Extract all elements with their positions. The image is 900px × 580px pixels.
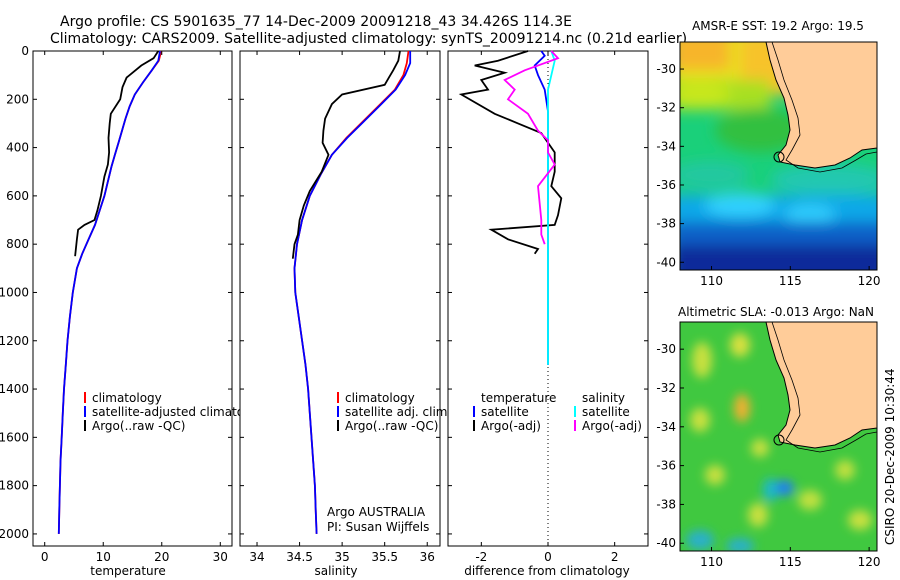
sst-map-panel: AMSR-E SST: 19.2 Argo: 19.5 xyxy=(656,19,880,288)
temperature-y-tick-label: 200 xyxy=(6,92,29,106)
legend-label-temp-argo: Argo(-adj) xyxy=(481,419,541,433)
legend-label-climatology: climatology xyxy=(345,391,415,405)
temperature-axes-box xyxy=(32,50,233,547)
argo-australia-label: Argo AUSTRALIA xyxy=(327,505,426,519)
salinity-x-tick-label: 35 xyxy=(334,550,349,564)
salinity-legend: climatology satellite adj. clim. Argo(..… xyxy=(337,391,451,433)
temperature-panel: 0 10 20 30 0 200 400 600 800 1000 1200 1400 1600 1800… xyxy=(0,44,270,578)
temperature-y-tick-label: 1200 xyxy=(0,334,29,348)
sla-map-y-tick-label: -38 xyxy=(656,497,676,511)
pi-name-label: PI: Susan Wijffels xyxy=(327,520,429,534)
difference-series-argo-adj-3 xyxy=(503,50,560,245)
legend-label-sal-argo: Argo(-adj) xyxy=(582,419,642,433)
temperature-series-satellite-adjusted-climatology xyxy=(57,50,161,534)
temperature-legend: climatology satellite-adjusted climatolo… xyxy=(84,391,270,433)
sst-map-x-tick-label: 120 xyxy=(858,274,881,288)
sla-map-y-tick-label: -30 xyxy=(656,342,676,356)
sla-heatmap xyxy=(680,322,877,551)
sst-heatmap xyxy=(680,42,877,270)
temperature-x-tick-label: 10 xyxy=(96,550,111,564)
temperature-y-tick-label: 400 xyxy=(6,141,29,155)
difference-x-tick-label: 0 xyxy=(544,550,552,564)
legend-header-temperature: temperature xyxy=(481,391,556,405)
temperature-y-tick-label: 600 xyxy=(6,189,29,203)
legend-label-argo-raw: Argo(..raw -QC) xyxy=(345,419,438,433)
salinity-x-tick-label: 35.5 xyxy=(371,550,398,564)
temperature-ticks: 0 10 20 30 0 200 400 600 800 1000 1200 1400 1600 1800… xyxy=(0,44,232,564)
sst-map-ticks: 110 115 120 -30 -32 -34 -36 -38 -40 xyxy=(656,62,880,288)
difference-series-group xyxy=(458,50,563,365)
temperature-x-label: temperature xyxy=(90,564,165,578)
legend-header-salinity: salinity xyxy=(582,391,625,405)
sla-map-title: Altimetric SLA: -0.013 Argo: NaN xyxy=(678,305,874,319)
salinity-x-label: salinity xyxy=(314,564,357,578)
temperature-y-tick-label: 800 xyxy=(6,237,29,251)
sla-map-frame xyxy=(679,321,878,552)
difference-x-label: difference from climatology xyxy=(464,564,630,578)
sla-map-x-tick-label: 110 xyxy=(700,555,723,569)
salinity-series-satellite-adj-clim xyxy=(293,51,412,534)
sla-land-mask xyxy=(765,322,877,449)
sst-map-y-tick-label: -30 xyxy=(656,62,676,76)
legend-label-climatology: climatology xyxy=(92,391,162,405)
sst-coast-contour xyxy=(771,42,877,173)
temperature-x-tick-label: 30 xyxy=(213,550,228,564)
sla-map-y-tick-label: -32 xyxy=(656,381,676,395)
temperature-y-tick-label: 1600 xyxy=(0,430,29,444)
sla-map-y-tick-label: -36 xyxy=(656,459,676,473)
figure-title-line-1: Argo profile: CS 5901635_77 14-Dec-2009 … xyxy=(60,14,572,30)
salinity-axes-box xyxy=(239,50,441,547)
legend-label-argo-raw: Argo(..raw -QC) xyxy=(92,419,185,433)
difference-legend: temperature salinity satellite Argo(-adj… xyxy=(473,391,642,433)
sst-map-x-tick-label: 115 xyxy=(779,274,802,288)
salinity-ticks: 34 34.5 35 35.5 36 xyxy=(240,50,440,564)
legend-label-temp-satellite: satellite xyxy=(481,405,529,419)
sla-map-y-tick-label: -40 xyxy=(656,536,676,550)
sla-map-x-tick-label: 115 xyxy=(779,555,802,569)
difference-panel: -2 0 2 difference from climatology tempera… xyxy=(447,50,649,578)
difference-x-tick-label: 2 xyxy=(611,550,619,564)
temperature-x-tick-label: 20 xyxy=(154,550,169,564)
sst-map-y-tick-label: -38 xyxy=(656,217,676,231)
sla-map-y-tick-label: -34 xyxy=(656,420,676,434)
credit-timestamp: CSIRO 20-Dec-2009 10:30:44 xyxy=(883,368,897,545)
sst-map-y-tick-label: -36 xyxy=(656,178,676,192)
temperature-series-argo-raw-qc xyxy=(74,50,160,257)
sst-map-frame xyxy=(679,41,878,271)
temperature-y-tick-label: 0 xyxy=(21,44,29,58)
salinity-series-argo-raw-qc xyxy=(291,50,401,259)
salinity-panel: 34 34.5 35 35.5 36 salinity climatology sate… xyxy=(239,50,451,578)
difference-x-tick-label: -2 xyxy=(475,550,487,564)
temperature-x-tick-label: 0 xyxy=(41,550,49,564)
legend-label-satellite-adjusted: satellite-adjusted climatology xyxy=(92,405,270,419)
figure-title-line-2: Climatology: CARS2009. Satellite-adjuste… xyxy=(50,31,687,47)
temperature-y-tick-label: 1000 xyxy=(0,285,29,299)
temperature-y-tick-label: 2000 xyxy=(0,527,29,541)
sst-map-x-tick-label: 110 xyxy=(700,274,723,288)
sla-map-panel: Altimetric SLA: -0.013 Argo: NaN xyxy=(656,305,880,569)
salinity-x-tick-label: 34 xyxy=(249,550,264,564)
sla-map-x-tick-label: 120 xyxy=(858,555,881,569)
argo-position-marker xyxy=(773,434,785,446)
salinity-series-group xyxy=(291,50,412,534)
legend-label-satellite-adj: satellite adj. clim. xyxy=(345,405,451,419)
argo-position-marker xyxy=(773,151,785,163)
sst-map-y-tick-label: -34 xyxy=(656,139,676,153)
difference-ticks: -2 0 2 xyxy=(448,50,648,564)
sst-map-y-tick-label: -32 xyxy=(656,101,676,115)
temperature-series-group xyxy=(57,50,163,534)
salinity-x-tick-label: 34.5 xyxy=(286,550,313,564)
salinity-x-tick-label: 36 xyxy=(420,550,435,564)
sla-coast-contour xyxy=(771,322,877,453)
sst-map-y-tick-label: -40 xyxy=(656,255,676,269)
legend-label-sal-satellite: satellite xyxy=(582,405,630,419)
sst-map-title: AMSR-E SST: 19.2 Argo: 19.5 xyxy=(692,19,864,33)
temperature-y-tick-label: 1800 xyxy=(0,479,29,493)
sla-map-ticks: 110 115 120 -30 -32 -34 -36 -38 -40 xyxy=(656,342,880,569)
temperature-y-tick-label: 1400 xyxy=(0,382,29,396)
